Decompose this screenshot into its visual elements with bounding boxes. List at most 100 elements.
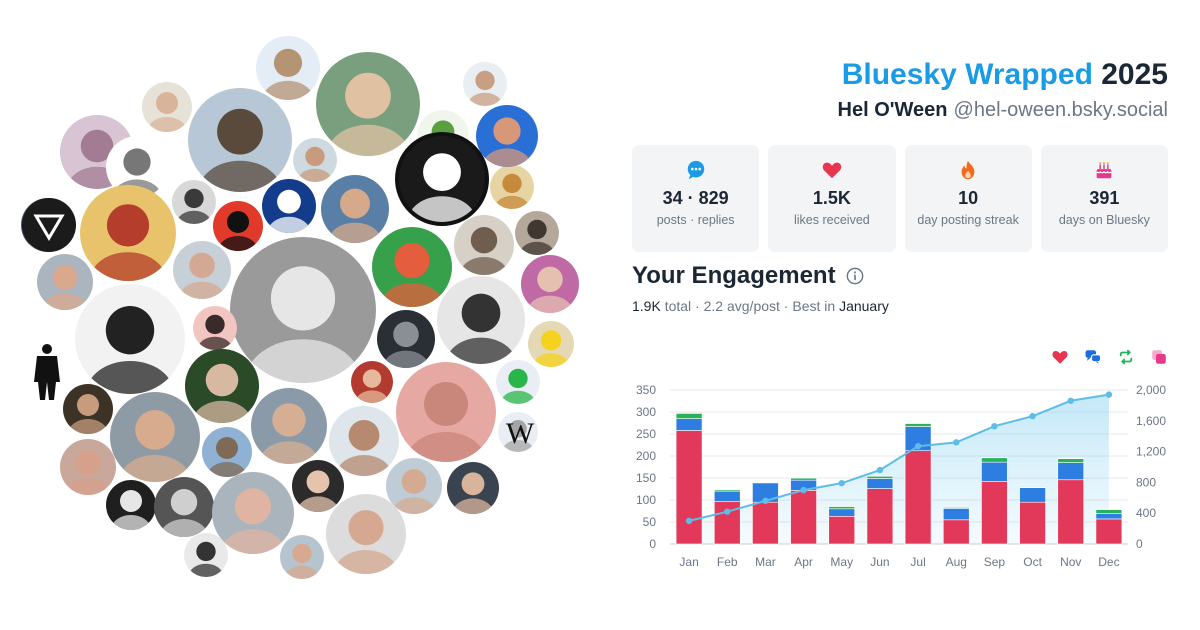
stat-label: day posting streak: [917, 213, 1019, 227]
avatar[interactable]: [185, 349, 259, 423]
avatar[interactable]: [172, 180, 216, 224]
avatar[interactable]: [60, 439, 116, 495]
y-tick-label-right: 0: [1136, 537, 1143, 551]
avatar[interactable]: [193, 306, 237, 350]
avatar[interactable]: [447, 462, 499, 514]
stat-value: 34 · 829: [662, 188, 729, 208]
avatar[interactable]: [292, 460, 344, 512]
avatar-portrait-icon: [382, 321, 430, 368]
avatar-cloud: W: [21, 36, 579, 579]
avatar-portrait-icon: [336, 420, 392, 476]
avatar-portrait-icon: [334, 510, 398, 574]
bar-segment: [1057, 479, 1085, 545]
cumulative-point: [838, 479, 845, 487]
avatar-portrait-icon: [111, 490, 151, 530]
avatar-portrait-icon: [119, 410, 191, 482]
avatar[interactable]: [256, 36, 320, 100]
avatar[interactable]: [106, 480, 156, 530]
avatar[interactable]: [251, 388, 327, 464]
avatar-portrait-icon: [355, 369, 389, 403]
avatar[interactable]: [293, 138, 337, 182]
user-handle: @hel-oween.bsky.social: [953, 99, 1168, 121]
wrapped-header: Bluesky Wrapped 2025 Hel O'Ween @hel-owee…: [838, 56, 1168, 124]
info-icon[interactable]: [846, 267, 864, 285]
avatar[interactable]: [63, 384, 113, 434]
avatar[interactable]: [528, 321, 574, 367]
avatar[interactable]: [386, 458, 442, 514]
x-tick-label: Apr: [794, 555, 813, 569]
avatar[interactable]: [463, 62, 507, 106]
avatar[interactable]: [173, 241, 231, 299]
avatar[interactable]: [212, 472, 294, 554]
y-tick-label-right: 400: [1136, 506, 1156, 520]
avatar[interactable]: [230, 237, 376, 383]
repost-icon[interactable]: [1117, 348, 1135, 366]
avatar[interactable]: [454, 215, 514, 275]
avatar[interactable]: [316, 52, 420, 156]
avatar[interactable]: [110, 392, 200, 482]
avatar[interactable]: [395, 132, 489, 226]
stat-value: 10: [958, 188, 979, 208]
avatar[interactable]: [476, 105, 538, 167]
avatar[interactable]: [37, 254, 93, 310]
avatar[interactable]: [280, 535, 324, 579]
suit-silhouette-icon[interactable]: [32, 342, 62, 400]
avatar[interactable]: [498, 412, 538, 452]
avatar[interactable]: [351, 361, 393, 403]
bar-segment: [828, 506, 856, 510]
avatar[interactable]: [496, 360, 540, 404]
avatar[interactable]: [321, 175, 389, 243]
avatar-portrait-icon: [86, 306, 174, 394]
avatar-portrait-icon: [258, 403, 320, 464]
avatar[interactable]: [490, 165, 534, 209]
reply-bubbles-icon[interactable]: [1084, 348, 1102, 366]
y-tick-label-left: 150: [636, 471, 656, 485]
heart-icon[interactable]: [1051, 348, 1069, 366]
avatar[interactable]: [326, 494, 406, 574]
stat-label: posts · replies: [656, 213, 735, 227]
avatar[interactable]: [262, 179, 316, 233]
avatar[interactable]: [396, 362, 496, 462]
avatar[interactable]: [329, 406, 399, 476]
x-tick-label: Jun: [870, 555, 889, 569]
bar-segment: [866, 488, 894, 545]
page-title: Bluesky Wrapped 2025: [838, 56, 1168, 94]
avatar-portrait-icon: [188, 541, 224, 577]
engagement-heading: Your Engagement: [632, 262, 864, 290]
x-tick-label: Sep: [984, 555, 1006, 569]
x-tick-label: Dec: [1098, 555, 1119, 569]
cumulative-area: [689, 394, 1109, 544]
avatar[interactable]: [521, 255, 579, 313]
avatar[interactable]: [377, 310, 435, 368]
cumulative-line: [688, 393, 1110, 522]
avatar[interactable]: [372, 227, 452, 307]
avatar[interactable]: [188, 88, 292, 192]
avatar-portrait-icon: [262, 48, 314, 100]
cumulative-point: [991, 422, 998, 430]
avatar[interactable]: [437, 276, 525, 364]
avatar[interactable]: [202, 427, 252, 477]
bar-segment: [713, 490, 741, 502]
avatar[interactable]: [154, 477, 214, 537]
avatar-portrait-icon: [198, 108, 282, 192]
avatar-portrait-icon: [218, 211, 258, 251]
avatar-portrait-icon: [267, 189, 311, 233]
x-tick-label: Aug: [946, 555, 967, 569]
avatar[interactable]: [75, 284, 185, 394]
avatar[interactable]: [515, 211, 559, 255]
quote-icon[interactable]: [1150, 348, 1168, 366]
triangle-logo-icon[interactable]: [22, 198, 76, 252]
cumulative-point: [953, 439, 960, 446]
avatar[interactable]: [142, 82, 192, 132]
stat-value: 391: [1089, 188, 1120, 208]
engagement-average: 2.2 avg/post: [703, 298, 780, 314]
bar-segment: [1095, 513, 1123, 520]
wikipedia-logo-icon[interactable]: W: [500, 416, 540, 450]
avatar[interactable]: [213, 201, 263, 251]
bar-segment: [904, 423, 932, 427]
y-tick-label-left: 0: [649, 537, 656, 551]
user-identity: Hel O'Ween @hel-oween.bsky.social: [838, 96, 1168, 124]
avatar[interactable]: [184, 533, 228, 577]
avatar[interactable]: [80, 185, 176, 281]
bar-segment: [1057, 458, 1085, 463]
